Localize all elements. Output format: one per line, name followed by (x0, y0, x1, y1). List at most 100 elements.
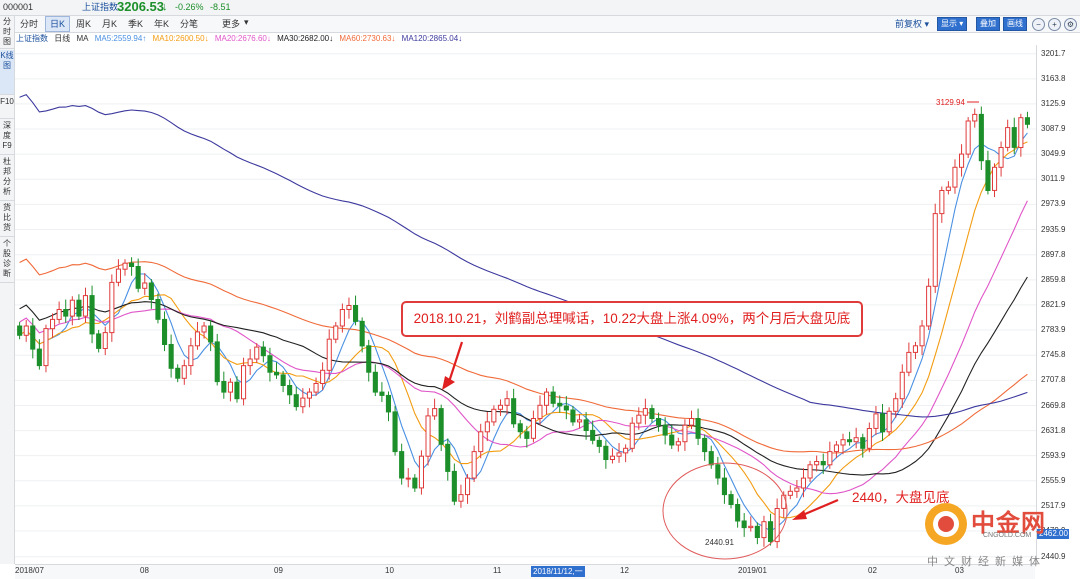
sidebar-item-diagnose[interactable]: 个股诊断 (0, 238, 14, 283)
candle (109, 281, 115, 334)
x-tick-label: 2019/01 (738, 566, 767, 575)
fuquan-select[interactable]: 前复权 ▾ (895, 19, 930, 29)
candle (919, 325, 925, 347)
candle (814, 461, 820, 466)
y-tick-label: 2707.8 (1041, 375, 1066, 385)
tab-yearly-k[interactable]: 年K (154, 19, 170, 29)
y-tick-label: 2745.8 (1041, 350, 1066, 360)
y-tick-label: 3125.9 (1041, 98, 1066, 108)
candle (234, 381, 240, 400)
tab-quarterly-k[interactable]: 季K (128, 19, 144, 29)
candle (63, 309, 69, 317)
candle (695, 418, 701, 439)
ma5-value: MA5:2559.94↑ (94, 34, 147, 43)
sidebar-item-fenshi[interactable]: 分时图 (0, 16, 14, 49)
candle (504, 398, 510, 406)
candle (833, 444, 840, 453)
overlay-button[interactable]: 叠加 (976, 17, 1000, 31)
candle (1024, 117, 1031, 125)
candle (952, 166, 958, 188)
candle (662, 424, 668, 436)
price-axis: 3201.7 3163.8 3125.9 3087.9 3049.9 3011.9 2973… (1036, 45, 1080, 564)
candle (781, 494, 787, 509)
candle (333, 325, 339, 340)
candle (800, 477, 807, 489)
candle (794, 487, 800, 492)
candle (188, 345, 194, 367)
sidebar-item-compare[interactable]: 货比货 (0, 202, 14, 237)
candle (1011, 127, 1017, 148)
sidebar-item-kline[interactable]: K线图 (0, 50, 14, 95)
tab-monthly-k[interactable]: 月K (102, 19, 118, 29)
candle (478, 431, 484, 453)
candle (557, 402, 563, 407)
candle (241, 365, 247, 400)
candle (148, 282, 154, 300)
zoom-in-icon[interactable]: + (1048, 18, 1061, 31)
candle (372, 371, 378, 393)
candle (221, 381, 227, 393)
candle (56, 309, 62, 320)
candle (280, 374, 286, 386)
settings-gear-icon[interactable]: ⚙ (1064, 18, 1077, 31)
y-tick-label: 2631.8 (1041, 425, 1066, 435)
candle (484, 421, 490, 433)
display-button[interactable]: 显示 ▾ (937, 17, 968, 31)
tab-more[interactable]: 更多 (222, 19, 241, 29)
candle (293, 394, 299, 408)
policy-arrow-head (442, 376, 455, 390)
candle (978, 113, 984, 162)
candle (959, 153, 965, 168)
candle (43, 328, 49, 367)
sidebar-item-depth[interactable]: 深度F9 (0, 120, 14, 155)
candle (194, 331, 200, 347)
ma-line-ma60 (19, 258, 1028, 454)
candle (300, 397, 306, 408)
price-down-arrow-icon: ↓ (162, 1, 168, 13)
candle (201, 325, 207, 333)
candle (287, 385, 293, 396)
candle (741, 520, 747, 529)
candle (432, 408, 438, 417)
candle (926, 285, 932, 327)
candle (511, 398, 517, 425)
candle (96, 333, 102, 349)
candle (30, 325, 36, 350)
candle (517, 423, 523, 433)
tab-daily-k[interactable]: 日K (45, 16, 71, 32)
sidebar-item-f10[interactable]: F10 (0, 96, 14, 119)
candle (899, 371, 905, 400)
sidebar-item-dupont[interactable]: 杜邦分析 (0, 156, 14, 201)
candle (1018, 117, 1024, 148)
tab-fenshi[interactable]: 分时 (20, 19, 39, 29)
draw-line-button[interactable]: 画线 (1003, 17, 1027, 31)
left-sidebar: 分时图 K线图 F10 深度F9 杜邦分析 货比货 个股诊断 (0, 16, 15, 564)
candle (570, 409, 576, 423)
candle (458, 494, 464, 502)
candle (465, 477, 471, 496)
candle (353, 305, 359, 322)
candle (847, 439, 853, 443)
zoom-out-icon[interactable]: − (1032, 18, 1045, 31)
candle (320, 369, 326, 384)
candlestick-chart[interactable]: 2440.91 3129.94 (15, 45, 1036, 564)
y-tick-label: 3163.8 (1041, 73, 1066, 83)
ma10-value: MA10:2600.50↓ (152, 34, 209, 43)
candle (135, 266, 141, 289)
watermark-brand: 中金网 (971, 510, 1046, 537)
candle (603, 445, 609, 460)
ma30-value: MA30:2682.00↓ (277, 34, 334, 43)
candle (689, 418, 695, 426)
candle (359, 320, 365, 347)
tab-tick[interactable]: 分笔 (180, 19, 199, 29)
more-chevron-down-icon[interactable]: ▾ (244, 17, 249, 27)
candle (260, 346, 266, 357)
tab-weekly-k[interactable]: 周K (76, 19, 92, 29)
high-price-label: 3129.94 (936, 98, 965, 107)
candle (840, 439, 846, 446)
candle (254, 346, 260, 360)
candle (807, 464, 813, 479)
candle (392, 411, 398, 453)
candle (267, 355, 273, 373)
candle (853, 437, 859, 443)
